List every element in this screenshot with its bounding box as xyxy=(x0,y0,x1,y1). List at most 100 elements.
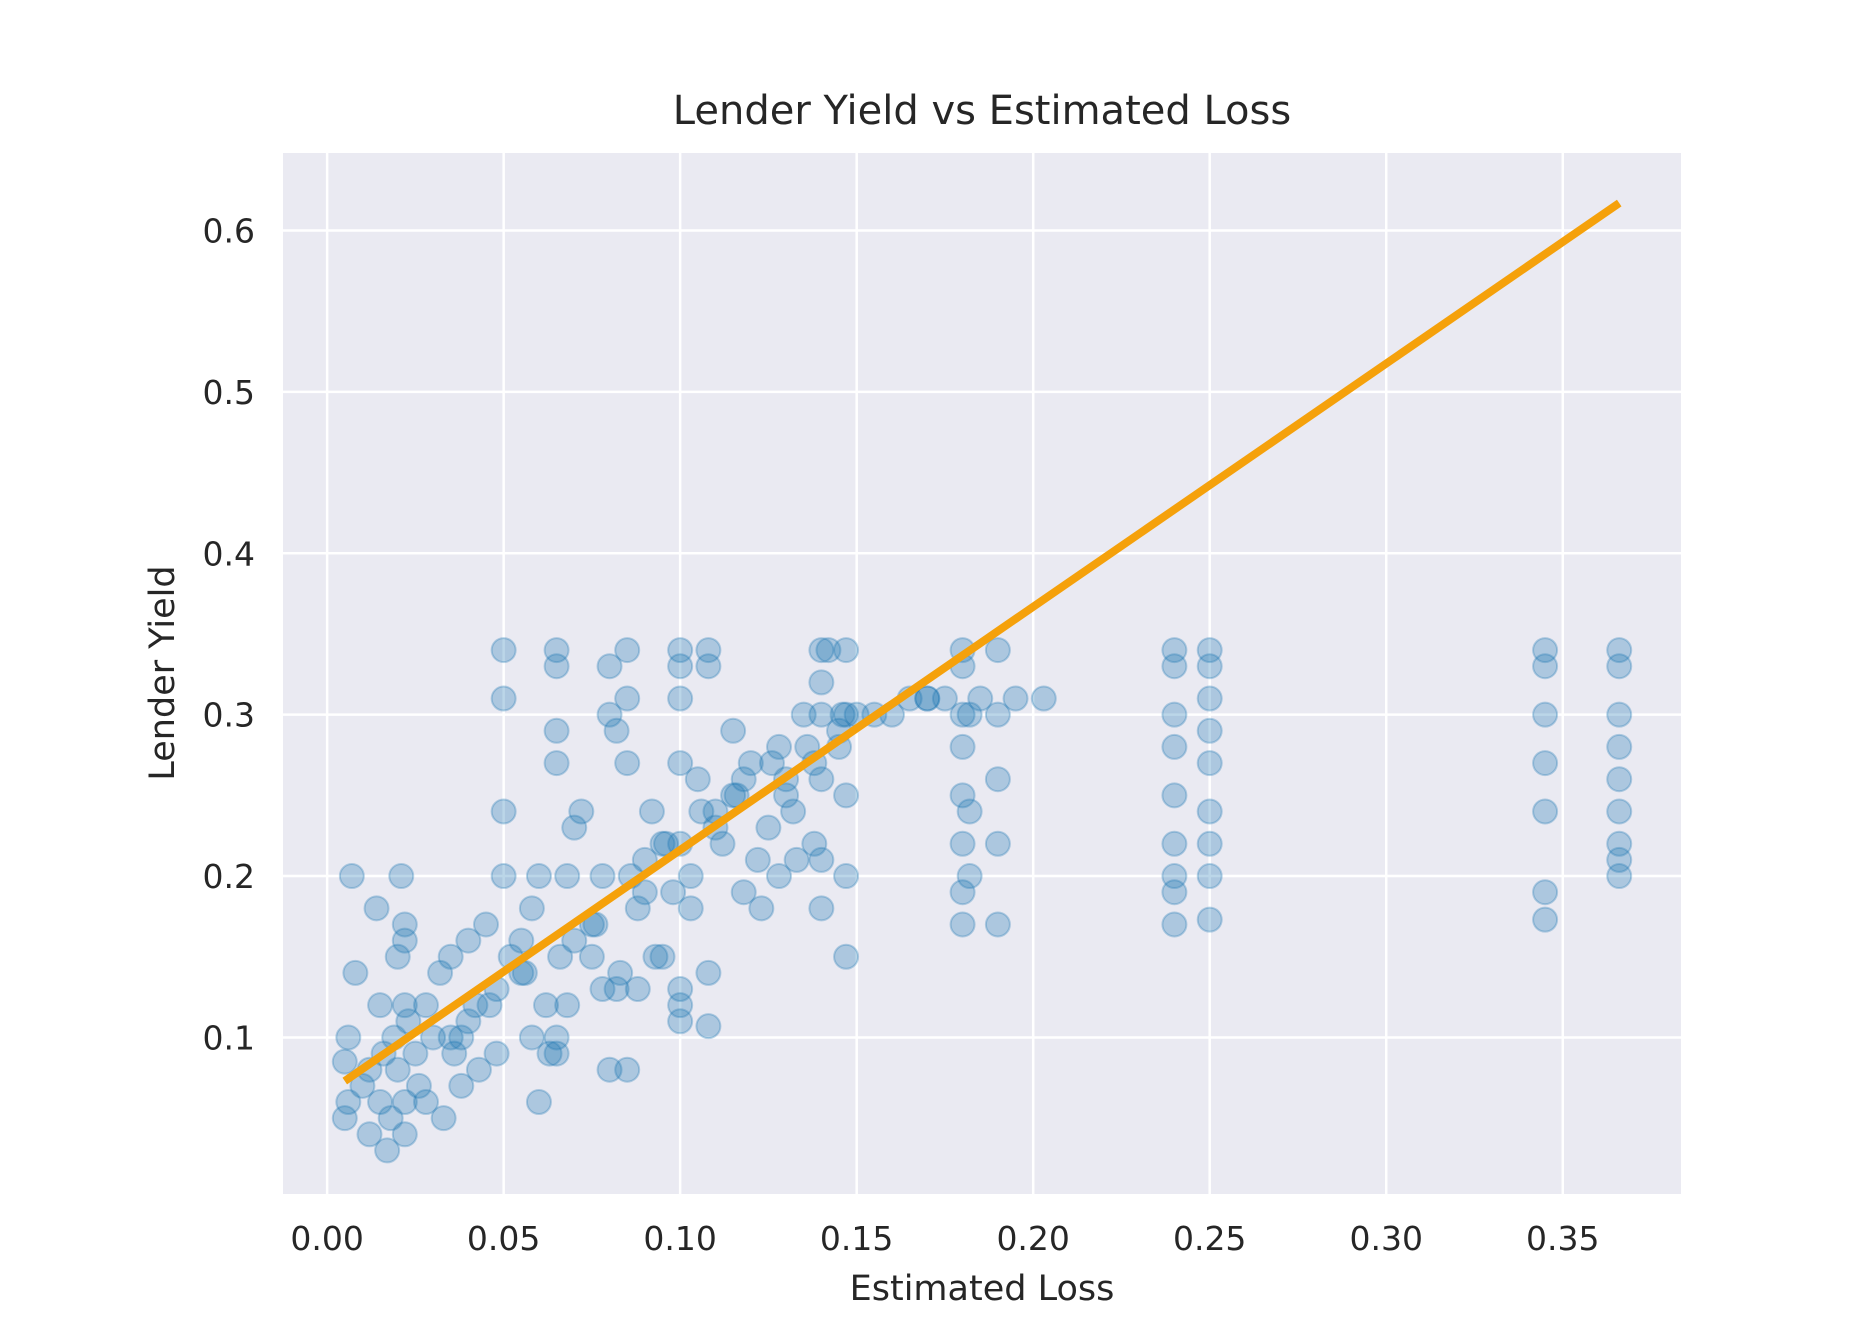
x-tick-label: 0.20 xyxy=(996,1219,1069,1258)
data-point xyxy=(649,943,676,970)
gridlines xyxy=(283,153,1681,1194)
data-point xyxy=(667,637,694,664)
data-point xyxy=(331,1105,358,1132)
data-point xyxy=(967,685,994,712)
data-point xyxy=(1606,863,1633,890)
data-point xyxy=(1606,701,1633,728)
y-axis-label: Lender Yield xyxy=(143,565,183,780)
data-point xyxy=(695,959,722,986)
data-point xyxy=(1196,863,1223,890)
y-tick-label: 0.3 xyxy=(203,696,255,735)
data-point xyxy=(624,976,651,1003)
fit-line xyxy=(342,199,1622,1085)
data-point xyxy=(815,637,842,664)
data-point xyxy=(1606,846,1633,873)
data-point xyxy=(766,733,793,760)
data-point xyxy=(1606,798,1633,825)
data-point xyxy=(525,1089,552,1116)
data-point xyxy=(391,927,418,954)
x-tick-label: 0.25 xyxy=(1173,1219,1246,1258)
data-point xyxy=(808,637,835,664)
data-point xyxy=(829,701,856,728)
x-axis-label: Estimated Loss xyxy=(850,1269,1115,1309)
data-point xyxy=(596,701,623,728)
data-points xyxy=(331,637,1633,1164)
data-point xyxy=(391,911,418,938)
data-point xyxy=(1606,733,1633,760)
data-point xyxy=(384,1056,411,1083)
data-point xyxy=(490,637,517,664)
data-point xyxy=(755,814,782,841)
data-point xyxy=(667,976,694,1003)
data-point xyxy=(667,992,694,1019)
data-point xyxy=(367,992,394,1019)
data-point xyxy=(631,879,658,906)
data-point xyxy=(677,863,704,890)
data-point xyxy=(430,1105,457,1132)
data-point xyxy=(677,895,704,922)
data-point xyxy=(490,798,517,825)
data-point xyxy=(1161,701,1188,728)
data-point xyxy=(384,943,411,970)
data-point xyxy=(483,1040,510,1067)
data-point xyxy=(614,637,641,664)
data-point xyxy=(780,798,807,825)
data-point xyxy=(490,863,517,890)
data-point xyxy=(1196,906,1223,933)
data-point xyxy=(1606,653,1633,680)
x-tick-label: 0.30 xyxy=(1349,1219,1422,1258)
data-point xyxy=(1002,685,1029,712)
data-point xyxy=(614,685,641,712)
data-point xyxy=(603,717,630,744)
y-tick-label: 0.6 xyxy=(203,211,255,250)
data-point xyxy=(607,959,634,986)
data-point xyxy=(667,750,694,777)
data-point xyxy=(402,1040,429,1067)
data-point xyxy=(1606,766,1633,793)
data-point xyxy=(914,685,941,712)
data-point xyxy=(833,943,860,970)
data-point xyxy=(342,959,369,986)
data-point xyxy=(667,1008,694,1035)
x-tick-label: 0.00 xyxy=(290,1219,363,1258)
data-point xyxy=(949,733,976,760)
data-point xyxy=(1161,879,1188,906)
data-point xyxy=(949,879,976,906)
data-point xyxy=(331,1048,358,1075)
data-point xyxy=(1196,830,1223,857)
data-point xyxy=(476,992,503,1019)
data-point xyxy=(638,798,665,825)
data-point xyxy=(624,895,651,922)
data-point xyxy=(543,1040,570,1067)
data-point xyxy=(1196,717,1223,744)
data-point xyxy=(1532,750,1559,777)
plot-area xyxy=(283,153,1681,1194)
data-point xyxy=(667,653,694,680)
data-point xyxy=(1532,701,1559,728)
data-point xyxy=(561,927,588,954)
data-point xyxy=(956,863,983,890)
data-point xyxy=(543,637,570,664)
data-point xyxy=(773,782,800,809)
data-point xyxy=(1161,637,1188,664)
data-point xyxy=(833,863,860,890)
data-point xyxy=(356,1121,383,1148)
data-point xyxy=(374,1137,401,1164)
data-point xyxy=(1532,879,1559,906)
data-point xyxy=(338,863,365,890)
data-point xyxy=(949,782,976,809)
data-point xyxy=(801,830,828,857)
data-point xyxy=(737,750,764,777)
data-point xyxy=(949,911,976,938)
data-point xyxy=(543,653,570,680)
data-point xyxy=(744,846,771,873)
data-point xyxy=(405,1072,432,1099)
data-point xyxy=(667,685,694,712)
data-point xyxy=(377,1105,404,1132)
data-point xyxy=(1606,637,1633,664)
data-point xyxy=(1532,637,1559,664)
y-tick-label: 0.1 xyxy=(203,1018,255,1057)
data-point xyxy=(578,943,605,970)
data-point xyxy=(1532,653,1559,680)
data-point xyxy=(391,992,418,1019)
